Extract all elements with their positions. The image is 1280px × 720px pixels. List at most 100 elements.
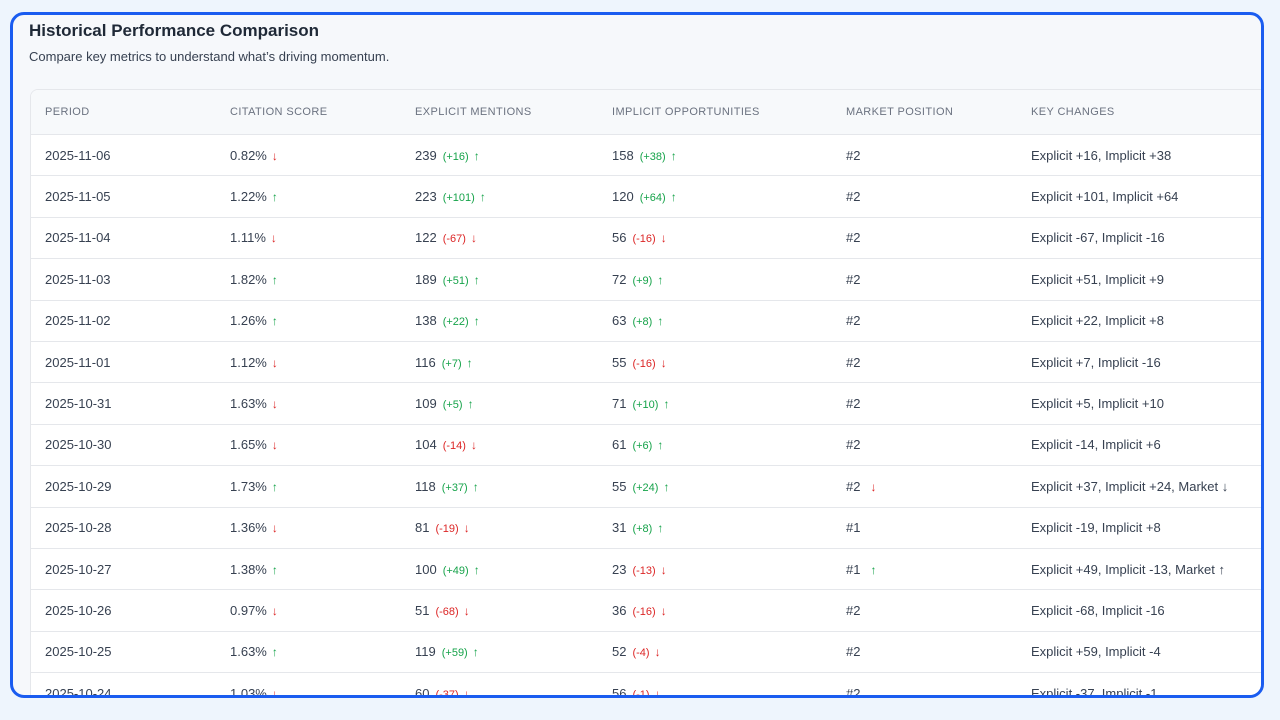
column-header-citation-score[interactable]: CITATION SCORE (230, 90, 415, 135)
market-position-cell: #2 (846, 590, 1031, 631)
table-row[interactable]: 2025-11-04 1.11% ↓ 122 (-67) ↓ 56 (-16) ↓ #2 Expli… (31, 217, 1264, 258)
performance-panel: Historical Performance Comparison Compar… (10, 12, 1264, 698)
explicit-mentions-cell: 81 (-19) ↓ (415, 507, 612, 548)
market-position-value: #2 (846, 396, 860, 411)
market-position-value: #2 (846, 189, 860, 204)
history-table-container[interactable]: PERIOD CITATION SCORE EXPLICIT MENTIONS … (30, 89, 1264, 698)
arrow-down-icon: ↓ (272, 149, 278, 163)
table-row[interactable]: 2025-11-02 1.26% ↑ 138 (+22) ↑ 63 (+8) ↑ #2 Explic… (31, 300, 1264, 341)
table-row[interactable]: 2025-10-30 1.65% ↓ 104 (-14) ↓ 61 (+6) ↑ #2 Explic… (31, 424, 1264, 465)
column-header-period[interactable]: PERIOD (31, 90, 230, 135)
explicit-mentions-value: 239 (415, 148, 437, 163)
implicit-opportunities-value: 63 (612, 313, 626, 328)
implicit-opportunities-delta: (+8) (632, 523, 652, 535)
explicit-mentions-value: 60 (415, 686, 429, 698)
implicit-opportunities-value: 56 (612, 230, 626, 245)
implicit-opportunities-cell: 52 (-4) ↓ (612, 631, 846, 672)
market-position-cell: #1 (846, 507, 1031, 548)
key-changes-value: Explicit -37, Implicit -1 (1031, 686, 1157, 698)
period-cell: 2025-11-03 (31, 259, 230, 300)
citation-score-cell: 1.82% ↑ (230, 259, 415, 300)
table-row[interactable]: 2025-10-27 1.38% ↑ 100 (+49) ↑ 23 (-13) ↓ #1 ↑ Expl… (31, 548, 1264, 589)
explicit-mentions-value: 100 (415, 562, 437, 577)
table-row[interactable]: 2025-11-06 0.82% ↓ 239 (+16) ↑ 158 (+38) ↑ #2 Expl… (31, 135, 1264, 176)
table-row[interactable]: 2025-10-28 1.36% ↓ 81 (-19) ↓ 31 (+8) ↑ #1 Explici… (31, 507, 1264, 548)
table-header-row: PERIOD CITATION SCORE EXPLICIT MENTIONS … (31, 90, 1264, 135)
period-cell: 2025-10-27 (31, 548, 230, 589)
citation-score-cell: 1.65% ↓ (230, 424, 415, 465)
citation-score-cell: 1.03% ↓ (230, 673, 415, 698)
period-value: 2025-11-04 (45, 230, 111, 245)
column-header-market-position[interactable]: MARKET POSITION (846, 90, 1031, 135)
implicit-opportunities-cell: 55 (-16) ↓ (612, 341, 846, 382)
implicit-opportunities-cell: 56 (-1) ↓ (612, 673, 846, 698)
implicit-opportunities-cell: 72 (+9) ↑ (612, 259, 846, 300)
citation-score-cell: 0.97% ↓ (230, 590, 415, 631)
market-position-value: #2 (846, 479, 860, 494)
explicit-mentions-delta: (-68) (435, 606, 458, 618)
implicit-opportunities-delta: (-16) (632, 233, 655, 245)
arrow-down-icon: ↓ (661, 563, 667, 577)
key-changes-value: Explicit +37, Implicit +24, Market ↓ (1031, 479, 1228, 494)
explicit-mentions-cell: 60 (-37) ↓ (415, 673, 612, 698)
implicit-opportunities-value: 158 (612, 148, 634, 163)
column-header-explicit-mentions[interactable]: EXPLICIT MENTIONS (415, 90, 612, 135)
market-position-cell: #2 (846, 259, 1031, 300)
implicit-opportunities-delta: (-1) (632, 689, 649, 698)
key-changes-cell: Explicit +49, Implicit -13, Market ↑ (1031, 548, 1264, 589)
table-row[interactable]: 2025-10-31 1.63% ↓ 109 (+5) ↑ 71 (+10) ↑ #2 Explic… (31, 383, 1264, 424)
market-position-value: #1 (846, 562, 860, 577)
citation-score-cell: 1.36% ↓ (230, 507, 415, 548)
page-subtitle: Compare key metrics to understand what’s… (29, 49, 389, 64)
implicit-opportunities-value: 31 (612, 520, 626, 535)
table-row[interactable]: 2025-11-01 1.12% ↓ 116 (+7) ↑ 55 (-16) ↓ #2 Explic… (31, 341, 1264, 382)
period-cell: 2025-10-25 (31, 631, 230, 672)
citation-score-value: 0.82% (230, 148, 267, 163)
implicit-opportunities-delta: (+9) (632, 275, 652, 287)
implicit-opportunities-value: 36 (612, 603, 626, 618)
citation-score-value: 1.22% (230, 189, 267, 204)
arrow-down-icon: ↓ (464, 604, 470, 618)
key-changes-value: Explicit +49, Implicit -13, Market ↑ (1031, 562, 1225, 577)
arrow-up-icon: ↑ (480, 190, 486, 204)
table-row[interactable]: 2025-10-26 0.97% ↓ 51 (-68) ↓ 36 (-16) ↓ #2 Explic… (31, 590, 1264, 631)
period-cell: 2025-10-29 (31, 466, 230, 507)
table-row[interactable]: 2025-10-24 1.03% ↓ 60 (-37) ↓ 56 (-1) ↓ #2 Explici… (31, 673, 1264, 698)
explicit-mentions-delta: (+59) (442, 647, 468, 659)
citation-score-cell: 0.82% ↓ (230, 135, 415, 176)
column-header-key-changes[interactable]: KEY CHANGES (1031, 90, 1264, 135)
explicit-mentions-delta: (+22) (443, 316, 469, 328)
arrow-up-icon: ↑ (468, 397, 474, 411)
table-row[interactable]: 2025-10-25 1.63% ↑ 119 (+59) ↑ 52 (-4) ↓ #2 Explic… (31, 631, 1264, 672)
arrow-down-icon: ↓ (464, 687, 470, 698)
arrow-down-icon: ↓ (870, 480, 876, 494)
period-value: 2025-11-03 (45, 272, 111, 287)
period-cell: 2025-10-30 (31, 424, 230, 465)
period-cell: 2025-10-24 (31, 673, 230, 698)
table-row[interactable]: 2025-10-29 1.73% ↑ 118 (+37) ↑ 55 (+24) ↑ #2 ↓ Expl… (31, 466, 1264, 507)
page-title: Historical Performance Comparison (29, 21, 319, 41)
column-header-implicit-opportunities[interactable]: IMPLICIT OPPORTUNITIES (612, 90, 846, 135)
table-row[interactable]: 2025-11-05 1.22% ↑ 223 (+101) ↑ 120 (+64) ↑ #2 Exp… (31, 176, 1264, 217)
arrow-down-icon: ↓ (661, 604, 667, 618)
implicit-opportunities-delta: (+10) (632, 399, 658, 411)
citation-score-value: 1.12% (230, 355, 267, 370)
arrow-down-icon: ↓ (471, 438, 477, 452)
arrow-up-icon: ↑ (657, 438, 663, 452)
period-value: 2025-10-24 (45, 686, 112, 698)
key-changes-cell: Explicit +5, Implicit +10 (1031, 383, 1264, 424)
arrow-up-icon: ↑ (474, 563, 480, 577)
arrow-down-icon: ↓ (655, 645, 661, 659)
arrow-up-icon: ↑ (272, 273, 278, 287)
implicit-opportunities-value: 71 (612, 396, 626, 411)
market-position-value: #1 (846, 520, 860, 535)
implicit-opportunities-cell: 23 (-13) ↓ (612, 548, 846, 589)
citation-score-value: 1.36% (230, 520, 267, 535)
citation-score-value: 1.65% (230, 437, 267, 452)
implicit-opportunities-value: 55 (612, 479, 626, 494)
implicit-opportunities-delta: (-13) (632, 565, 655, 577)
arrow-up-icon: ↑ (467, 356, 473, 370)
table-row[interactable]: 2025-11-03 1.82% ↑ 189 (+51) ↑ 72 (+9) ↑ #2 Explic… (31, 259, 1264, 300)
period-value: 2025-11-02 (45, 313, 111, 328)
market-position-value: #2 (846, 272, 860, 287)
